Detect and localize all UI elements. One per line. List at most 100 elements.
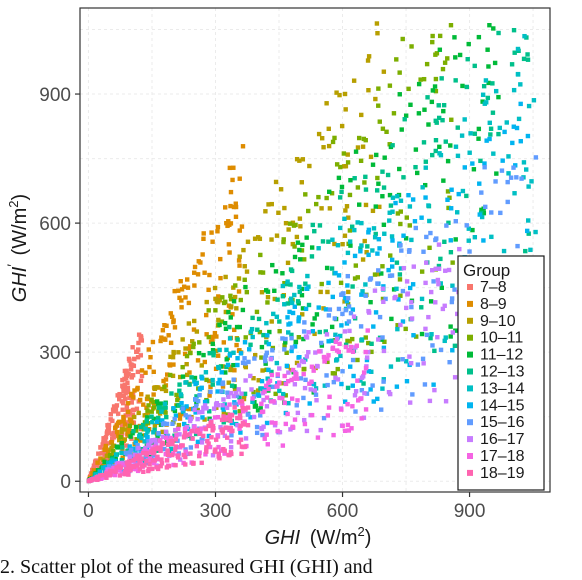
data-point (195, 358, 201, 363)
data-point (248, 415, 253, 420)
data-point (439, 76, 444, 81)
data-point (219, 370, 224, 375)
data-point (312, 331, 317, 337)
data-point (276, 210, 281, 215)
data-point (398, 243, 403, 248)
data-point (235, 422, 240, 428)
data-point (163, 429, 169, 434)
data-point (256, 316, 262, 322)
y-axis-unit: (W/m (9, 208, 31, 256)
data-point (427, 218, 432, 224)
data-point (248, 373, 253, 379)
data-point (237, 395, 242, 400)
data-point (346, 348, 351, 353)
data-point (426, 122, 431, 127)
data-point (346, 319, 352, 324)
data-point (204, 332, 209, 337)
data-point (212, 330, 218, 336)
data-point (492, 60, 498, 66)
data-point (452, 35, 457, 40)
data-point (158, 338, 163, 344)
data-point (130, 464, 136, 469)
data-point (421, 140, 427, 145)
data-point (184, 406, 189, 411)
data-point (410, 282, 416, 287)
data-point (235, 337, 240, 342)
data-point (290, 220, 296, 225)
data-point (363, 407, 369, 412)
data-point (242, 356, 247, 361)
data-point (177, 412, 183, 417)
data-point (266, 367, 271, 373)
data-point (327, 206, 333, 211)
data-point (533, 229, 538, 235)
data-point (224, 405, 230, 410)
data-point (336, 349, 342, 355)
data-point (528, 247, 533, 253)
data-point (265, 294, 271, 300)
data-point (210, 428, 215, 433)
data-point (300, 157, 306, 162)
data-point (363, 293, 368, 298)
data-point (304, 286, 309, 291)
data-point (111, 430, 116, 436)
data-point (309, 412, 315, 418)
data-point (120, 462, 125, 467)
data-point (146, 467, 152, 472)
data-point (377, 314, 383, 320)
data-point (237, 426, 242, 431)
data-point (116, 411, 121, 416)
data-point (117, 437, 122, 443)
data-point (234, 342, 239, 348)
data-point (145, 415, 150, 420)
data-point (494, 171, 499, 176)
data-point (377, 246, 382, 251)
data-point (504, 120, 509, 125)
data-point (431, 382, 436, 387)
data-point (262, 436, 267, 441)
data-point (228, 203, 233, 209)
data-point (127, 444, 132, 449)
data-point (358, 378, 363, 383)
data-point (381, 222, 387, 227)
legend-swatch (467, 334, 473, 341)
data-point (330, 139, 336, 145)
data-point (238, 437, 244, 442)
y-tick-label: 300 (39, 343, 71, 364)
data-point (225, 435, 230, 440)
data-point (248, 329, 254, 335)
legend-label: 17–18 (480, 448, 525, 465)
data-point (95, 474, 100, 480)
data-point (170, 421, 175, 427)
data-point (398, 322, 403, 328)
data-point (227, 250, 232, 255)
data-point (363, 349, 368, 355)
data-point (515, 72, 521, 77)
data-point (164, 414, 169, 420)
data-point (413, 225, 418, 231)
data-point (351, 373, 356, 379)
data-point (390, 264, 395, 269)
data-point (210, 338, 215, 343)
data-point (345, 273, 351, 279)
data-point (153, 441, 159, 447)
data-point (163, 452, 168, 457)
data-point (227, 412, 233, 418)
legend-label: 8–9 (480, 296, 507, 313)
data-point (234, 306, 239, 311)
data-point (266, 386, 271, 392)
data-point (245, 405, 251, 410)
data-point (381, 379, 386, 384)
data-point (448, 143, 453, 148)
data-point (381, 299, 386, 305)
data-point (136, 445, 141, 451)
data-point (423, 195, 428, 200)
data-point (211, 353, 216, 358)
data-point (197, 392, 202, 398)
data-point (215, 434, 221, 439)
data-point (398, 293, 403, 298)
data-point (187, 432, 193, 437)
data-point (509, 62, 515, 67)
data-point (193, 381, 198, 387)
